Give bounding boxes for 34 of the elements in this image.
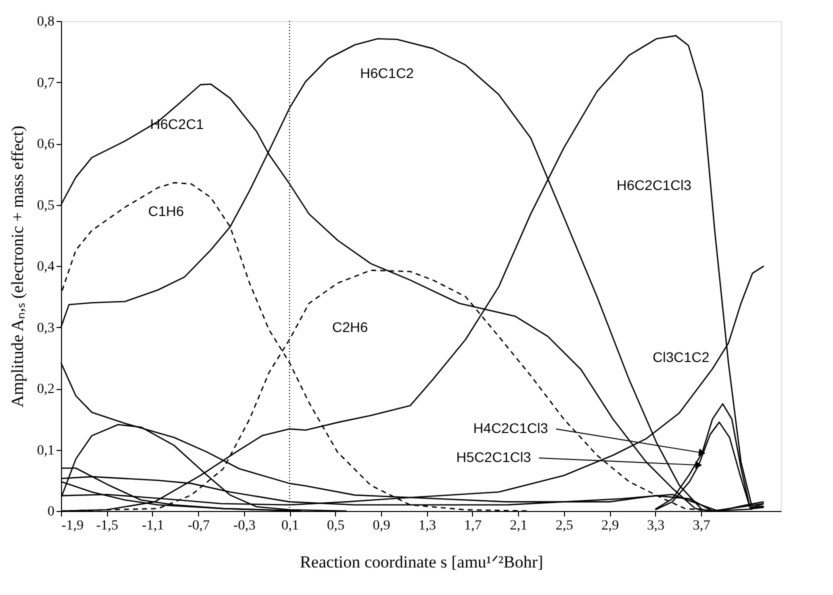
x-axis-title: Reaction coordinate s [amu¹ᐟ²Bohr] (300, 552, 544, 572)
x-tick-label: 1,3 (418, 518, 436, 534)
x-tick-label: 0,5 (327, 518, 345, 534)
x-tick-label: -0,3 (233, 518, 256, 534)
y-tick-label: 0,6 (37, 137, 54, 152)
series-label: H6C2C1 (150, 116, 204, 132)
x-tick-label: 0,9 (372, 518, 390, 534)
x-tick-label: 1,7 (464, 518, 482, 534)
y-tick-label: 0,1 (37, 443, 54, 458)
x-tick-label: 3,3 (647, 518, 665, 534)
text: H4C2C1Cl3 (473, 420, 548, 436)
x-tick-label: 2,5 (556, 518, 574, 534)
y-tick-label: 0,8 (37, 14, 54, 30)
y-tick-label: 0,4 (37, 260, 54, 274)
y-tick-label: 0,7 (37, 76, 54, 91)
series-label: H6C1C2 (360, 65, 414, 81)
text: H5C2C1Cl3 (456, 449, 532, 465)
x-tick-label: 0,1 (281, 518, 299, 534)
series-label: H6C2C1Cl3 (616, 177, 692, 193)
series-label: C1H6 (148, 203, 184, 219)
y-tick-label: 0 (48, 504, 54, 520)
x-tick-label: 2,1 (510, 518, 528, 534)
series-label: C2H6 (332, 319, 368, 335)
series-label: Cl3C1C2 (652, 349, 710, 365)
y-tick-label: 0,3 (37, 320, 54, 336)
x-tick-label: 3,7 (692, 518, 710, 534)
y-tick-label: 0,2 (37, 382, 54, 397)
x-tick-label: -1,1 (142, 518, 164, 534)
x-tick-label: -1,5 (96, 518, 118, 534)
x-tick-label: -0,7 (188, 518, 210, 534)
x-tick-label: 2,9 (601, 518, 619, 534)
y-axis-title: Amplitude Aₙ,ₛ (electronic + mass effect) (8, 126, 27, 408)
x-tick-label: -1,9 (62, 518, 84, 534)
y-tick-label: 0,5 (37, 198, 54, 214)
